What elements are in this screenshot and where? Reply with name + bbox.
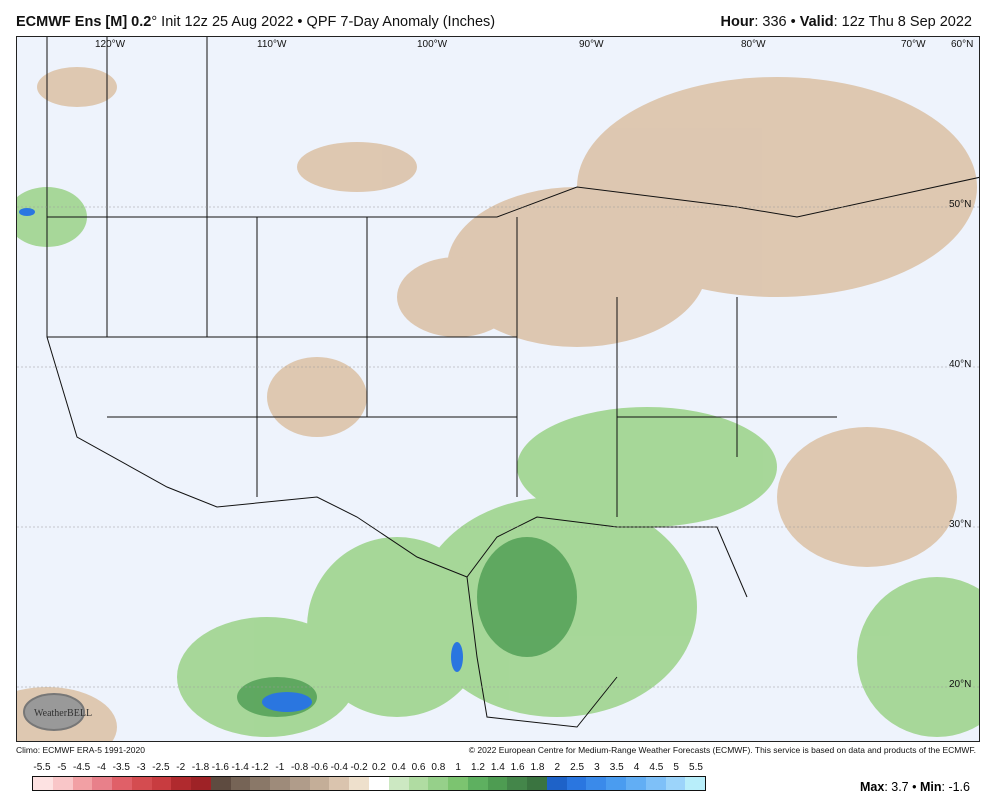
colorbar-swatch	[487, 777, 508, 790]
wet-anomaly-areas	[17, 187, 979, 737]
colorbar-label: -5	[57, 762, 67, 773]
colorbar-swatch	[52, 777, 73, 790]
boundaries	[46, 37, 979, 728]
colorbar-swatch	[33, 777, 53, 790]
colorbar-label: 3.5	[609, 762, 624, 773]
colorbar-label: -3.5	[112, 762, 130, 773]
colorbar-label: 1.8	[530, 762, 545, 773]
lon-label: 100°W	[417, 39, 448, 50]
colorbar-label: -1.4	[231, 762, 249, 773]
colorbar-swatch	[250, 777, 271, 790]
colorbar-label: -2.5	[152, 762, 170, 773]
colorbar-label: 0.2	[371, 762, 386, 773]
lon-label: 80°W	[741, 39, 766, 50]
colorbar-swatch	[685, 777, 706, 790]
colorbar-label: -2	[176, 762, 186, 773]
lat-label: 50°N	[949, 199, 972, 210]
colorbar-label: 1.4	[490, 762, 505, 773]
climo-note: Climo: ECMWF ERA-5 1991-2020	[16, 745, 145, 755]
colorbar-label: -4.5	[73, 762, 91, 773]
colorbar-label: 0.4	[391, 762, 406, 773]
colorbar-label: 2.5	[570, 762, 585, 773]
colorbar-swatch	[645, 777, 666, 790]
colorbar-label: 4	[633, 762, 640, 773]
colorbar-swatch	[289, 777, 310, 790]
colorbar-label: 4.5	[649, 762, 664, 773]
colorbar-swatch	[586, 777, 607, 790]
colorbar-swatch	[171, 777, 192, 790]
colorbar-label: -0.8	[291, 762, 309, 773]
header: ECMWF Ens [M] 0.2° Init 12z 25 Aug 2022 …	[16, 14, 972, 30]
lat-label: 20°N	[949, 679, 972, 690]
colorbar-swatch	[625, 777, 646, 790]
colorbar-swatch	[329, 777, 350, 790]
colorbar-swatch	[369, 777, 389, 790]
colorbar-swatch	[566, 777, 587, 790]
svg-text:WeatherBELL: WeatherBELL	[34, 708, 92, 719]
colorbar-swatch	[428, 777, 449, 790]
colorbar-label: -1.6	[211, 762, 229, 773]
colorbar-swatch	[210, 777, 231, 790]
colorbar-label: -1.2	[251, 762, 269, 773]
colorbar-swatch	[388, 777, 409, 790]
precip-anomaly-map: 120°W 110°W 100°W 90°W 80°W 70°W 60°N 50…	[16, 36, 980, 742]
colorbar-label: -3	[136, 762, 146, 773]
colorbar-swatch	[408, 777, 429, 790]
colorbar-swatch	[151, 777, 172, 790]
valid-time: Hour: 336 • Valid: 12z Thu 8 Sep 2022	[720, 14, 973, 30]
colorbar-swatch	[230, 777, 251, 790]
colorbar-label: 5.5	[689, 762, 703, 773]
colorbar-swatch	[191, 777, 211, 790]
colorbar-swatch	[72, 777, 93, 790]
colorbar-label: -0.6	[310, 762, 329, 773]
map-layer	[17, 37, 979, 741]
colorbar-label: -5.5	[33, 762, 51, 773]
lon-label: 90°W	[579, 39, 604, 50]
colorbar-swatch	[606, 777, 626, 790]
colorbar-swatch	[131, 777, 152, 790]
colorbar-swatch	[467, 777, 488, 790]
colorbar-label: -4	[97, 762, 106, 773]
colorbar-label: 0.8	[431, 762, 446, 773]
colorbar-swatch	[546, 777, 567, 790]
colorbar-swatch	[92, 777, 113, 790]
colorbar-label: -0.4	[330, 762, 348, 773]
weatherbell-logo: WeatherBELL	[23, 693, 92, 731]
colorbar	[32, 776, 706, 791]
lat-label: 30°N	[949, 519, 972, 530]
colorbar-label: -1.8	[191, 762, 210, 773]
lon-label: 110°W	[257, 39, 287, 50]
lat-label: 60°N	[951, 39, 974, 50]
colorbar-label: -1	[275, 762, 285, 773]
colorbar-label: -0.2	[350, 762, 368, 773]
copyright: © 2022 European Centre for Medium-Range …	[468, 745, 976, 755]
colorbar-swatch	[309, 777, 330, 790]
max-min: Max: 3.7 • Min: -1.6	[859, 780, 970, 794]
colorbar-label: 2	[554, 762, 561, 773]
lat-label: 40°N	[949, 359, 972, 370]
colorbar-label: 3	[594, 762, 600, 773]
colorbar-swatch	[507, 777, 528, 790]
colorbar-label: 1.2	[471, 762, 485, 773]
colorbar-label: 1	[455, 762, 461, 773]
colorbar-label: 0.6	[411, 762, 426, 773]
colorbar-swatch	[448, 777, 468, 790]
lon-label: 120°W	[95, 39, 126, 50]
colorbar-label: 1.6	[510, 762, 525, 773]
colorbar-swatch	[665, 777, 686, 790]
colorbar-swatch	[270, 777, 290, 790]
colorbar-swatch	[527, 777, 547, 790]
lon-label: 70°W	[901, 39, 926, 50]
colorbar-label: 5	[673, 762, 679, 773]
title: ECMWF Ens [M] 0.2° Init 12z 25 Aug 2022 …	[16, 14, 496, 30]
colorbar-swatch	[349, 777, 370, 790]
colorbar-swatch	[112, 777, 132, 790]
